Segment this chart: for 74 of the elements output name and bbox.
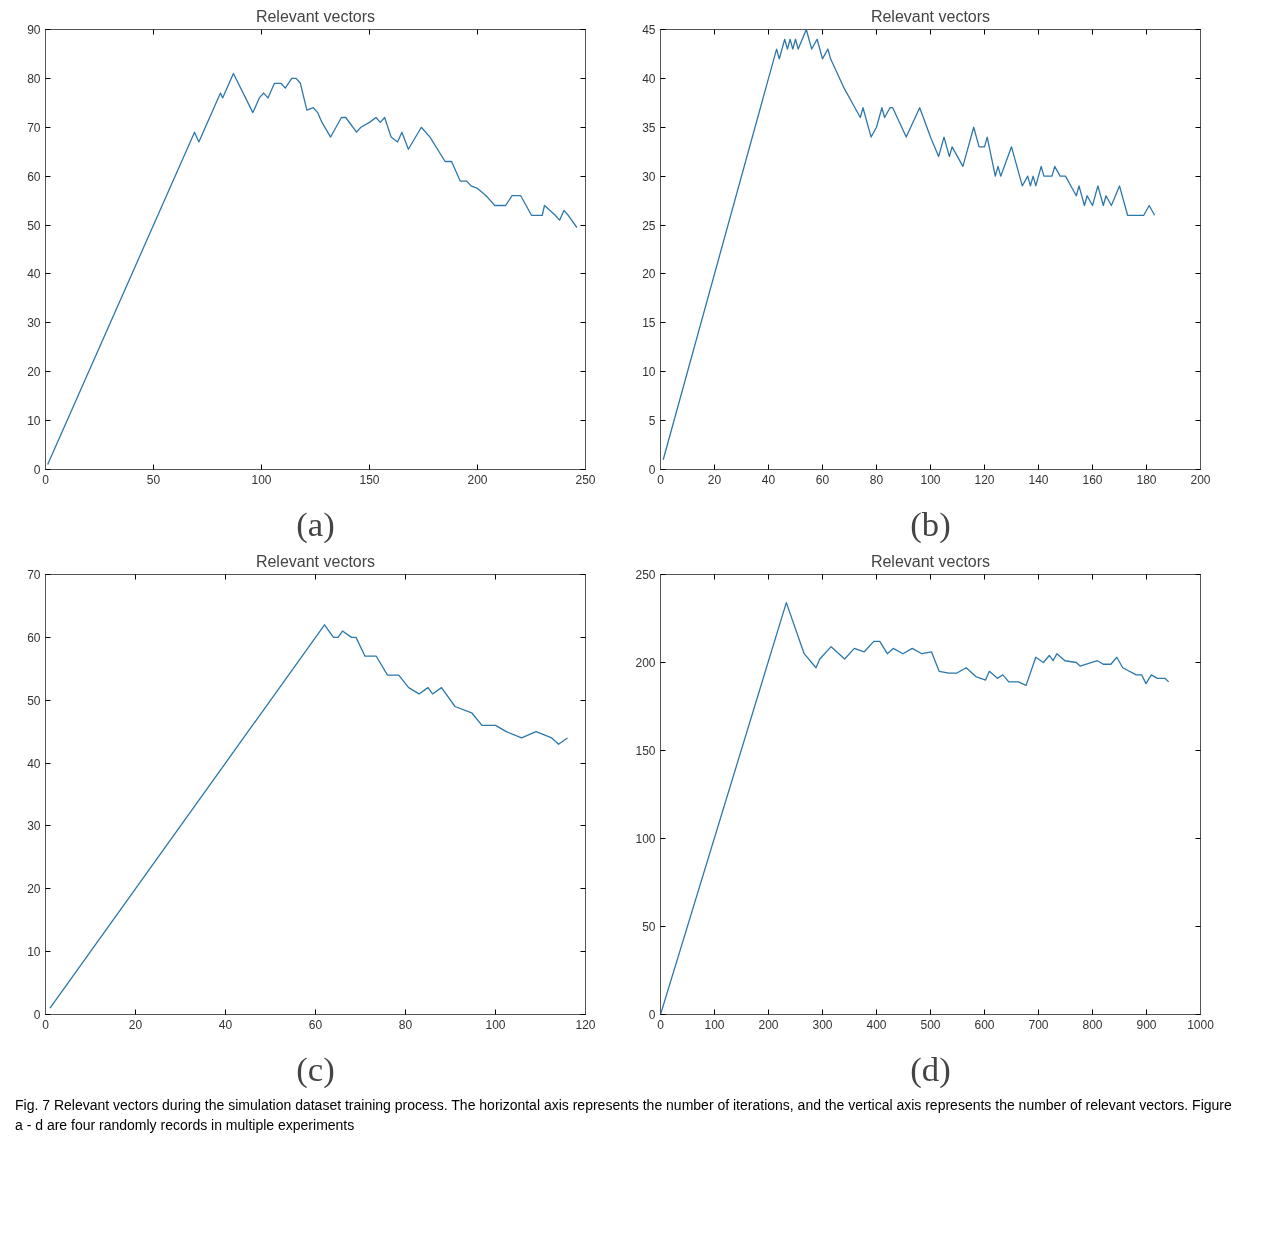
x-tick-label: 1000 (1187, 1017, 1215, 1032)
y-tick-label: 50 (642, 920, 656, 934)
y-tick-label: 40 (27, 756, 41, 771)
x-tick-label: 160 (1082, 472, 1103, 487)
y-tick-label: 0 (648, 463, 656, 477)
x-tick-label: 100 (251, 472, 272, 487)
x-axis-title: (b) (910, 504, 951, 544)
y-tick-label: 15 (642, 316, 656, 331)
x-tick-label: 100 (704, 1017, 725, 1032)
x-tick-label: 500 (920, 1017, 941, 1032)
x-tick-label: 120 (575, 1017, 596, 1032)
y-tick-label: 80 (27, 71, 41, 86)
x-tick-label: 50 (146, 472, 161, 487)
x-tick-label: 700 (1028, 1017, 1049, 1032)
y-tick-label: 20 (642, 267, 656, 282)
x-tick-label: 80 (398, 1017, 413, 1032)
x-tick-label: 140 (1028, 472, 1049, 487)
x-tick-label: 400 (866, 1017, 887, 1032)
y-tick-label: 70 (27, 568, 41, 582)
y-tick-label: 10 (642, 365, 656, 380)
y-tick-label: 5 (648, 414, 656, 429)
x-tick-label: 200 (1190, 472, 1211, 487)
caption: Fig. 7 Relevant vectors during the simulation dataset training process. The horizontal axis represents the number of iterations, and the vertical axis represents the number of relevant vectors. Figure a - d are four randomly records in multiple experiments (14, 1096, 1233, 1135)
y-tick-label: 20 (27, 882, 41, 897)
x-tick-label: 200 (758, 1017, 779, 1032)
x-tick-label: 180 (1136, 472, 1157, 487)
y-tick-label: 45 (642, 23, 656, 37)
y-tick-label: 60 (27, 630, 41, 645)
x-tick-label: 150 (359, 472, 380, 487)
y-tick-label: 70 (27, 120, 41, 135)
x-tick-label: 40 (218, 1017, 233, 1032)
x-tick-label: 250 (575, 472, 596, 487)
y-tick-label: 90 (27, 23, 41, 37)
y-tick-label: 30 (27, 316, 41, 331)
y-tick-label: 60 (27, 169, 41, 184)
y-tick-label: 20 (27, 365, 41, 380)
x-tick-label: 300 (812, 1017, 833, 1032)
x-axis-title: (d) (910, 1049, 951, 1089)
x-tick-label: 200 (467, 472, 488, 487)
y-tick-label: 25 (642, 218, 656, 233)
x-tick-label: 40 (761, 472, 776, 487)
x-tick-label: 800 (1082, 1017, 1103, 1032)
y-tick-label: 10 (27, 414, 41, 429)
y-tick-label: 0 (33, 463, 41, 477)
y-tick-label: 0 (33, 1008, 41, 1022)
x-tick-label: 600 (974, 1017, 995, 1032)
y-tick-label: 150 (635, 744, 656, 758)
y-tick-label: 10 (27, 945, 41, 960)
x-tick-label: 120 (974, 472, 995, 487)
x-axis-title: (c) (296, 1049, 335, 1089)
x-tick-label: 100 (920, 472, 941, 487)
y-tick-label: 35 (642, 120, 656, 135)
x-tick-label: 60 (815, 472, 830, 487)
x-tick-label: 20 (707, 472, 722, 487)
y-tick-label: 50 (27, 218, 41, 233)
y-tick-label: 50 (27, 693, 41, 708)
y-tick-label: 30 (27, 819, 41, 834)
x-tick-label: 900 (1136, 1017, 1157, 1032)
x-tick-label: 100 (485, 1017, 506, 1032)
x-axis-title: (a) (296, 504, 335, 544)
y-tick-label: 250 (635, 568, 656, 582)
chart-title: Relevant vectors (870, 552, 991, 570)
x-tick-label: 20 (128, 1017, 143, 1032)
y-tick-label: 40 (27, 267, 41, 282)
chart-title: Relevant vectors (255, 552, 376, 570)
chart-title: Relevant vectors (870, 7, 991, 25)
chart-title: Relevant vectors (255, 7, 376, 25)
y-tick-label: 30 (642, 169, 656, 184)
y-tick-label: 100 (635, 832, 656, 846)
y-tick-label: 200 (635, 656, 656, 670)
y-tick-label: 0 (648, 1008, 656, 1022)
x-tick-label: 60 (308, 1017, 323, 1032)
x-tick-label: 80 (869, 472, 884, 487)
y-tick-label: 40 (642, 71, 656, 86)
